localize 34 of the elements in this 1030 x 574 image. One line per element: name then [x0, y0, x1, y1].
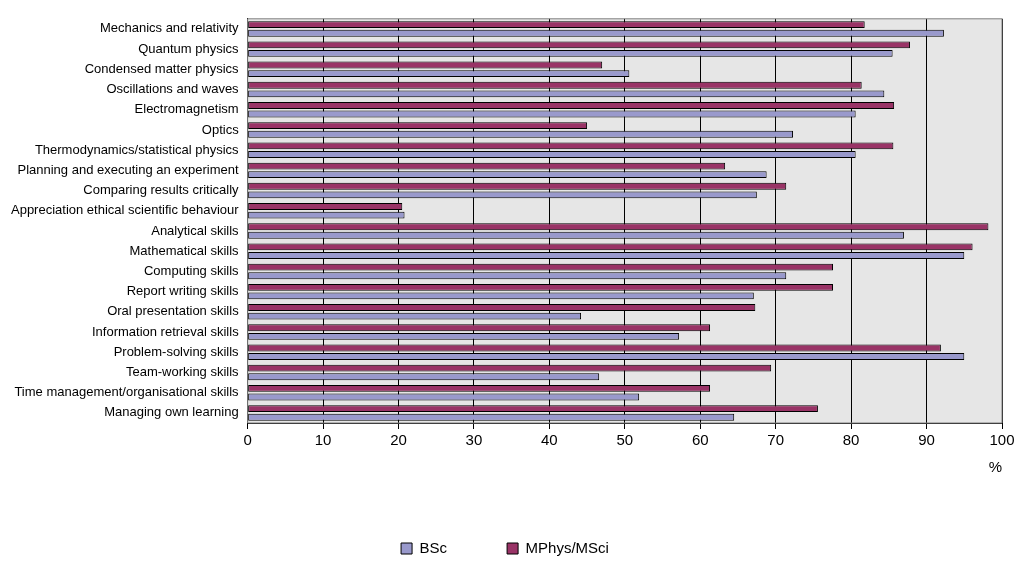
x-tick-label: 50	[616, 431, 634, 449]
x-tick-label: 20	[390, 431, 407, 449]
y-tick-label: Thermodynamics/statistical physics	[34, 141, 240, 157]
x-tick-label: 80	[842, 431, 860, 449]
y-tick-label: Team-working skills	[125, 364, 240, 380]
y-tick-label: Information retrieval skills	[91, 323, 240, 339]
y-tick-label: Problem-solving skills	[113, 343, 240, 359]
x-tick-label: 0	[243, 431, 252, 449]
legend-label: MPhys/MSci	[525, 538, 609, 556]
y-tick-label: Electromagnetism	[134, 101, 239, 117]
legend-label: BSc	[419, 538, 448, 556]
y-tick-label: Report writing skills	[126, 283, 240, 299]
y-tick-label: Computing skills	[143, 263, 240, 278]
y-tick-label: Time management/organisational skills	[14, 384, 240, 400]
x-tick-label: 70	[767, 431, 785, 449]
x-tick-label: 30	[465, 431, 483, 449]
y-tick-label: Appreciation ethical scientific behaviour	[10, 202, 240, 218]
y-tick-label: Quantum physics	[138, 40, 240, 56]
y-tick-label: Analytical skills	[151, 222, 240, 238]
x-axis-title: %	[988, 458, 1002, 476]
x-tick-label: 40	[541, 431, 558, 449]
x-tick-label: 90	[918, 431, 935, 449]
x-tick-label: 60	[691, 431, 709, 449]
y-tick-label: Planning and executing an experiment	[17, 161, 240, 177]
y-tick-label: Comparing results critically	[83, 182, 240, 198]
y-tick-label: Mathematical skills	[129, 242, 240, 258]
y-tick-label: Oral presentation skills	[107, 303, 240, 319]
y-tick-label: Oscillations and waves	[106, 81, 240, 97]
y-tick-label: Condensed matter physics	[84, 60, 240, 76]
x-tick-label: 10	[314, 431, 332, 449]
y-tick-label: Mechanics and relativity	[99, 20, 240, 36]
x-tick-label: 100	[989, 431, 1015, 449]
y-tick-label: Optics	[201, 121, 240, 137]
y-tick-label: Managing own learning	[104, 404, 239, 420]
